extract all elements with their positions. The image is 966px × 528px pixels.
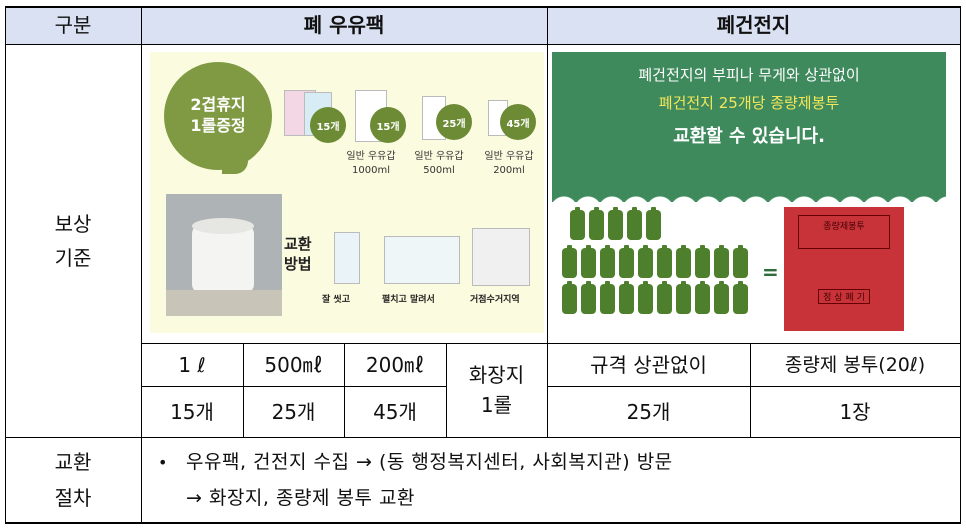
count-badge-1: 15개 [310, 107, 346, 143]
procedure-bullet: • [158, 453, 168, 472]
step-wash: 잘 씻고 [322, 295, 350, 305]
count-badge-4: 45개 [500, 104, 536, 140]
bag-stamp: 정 상 폐 기 [818, 289, 870, 304]
battery-icon [646, 207, 661, 240]
count-badge-3: 25개 [436, 104, 472, 140]
battery-icon [676, 281, 691, 314]
milk-reward: 화장지 1롤 [468, 363, 525, 417]
border-right [960, 6, 961, 524]
banner-line-2: 폐건전지 25개당 종량제봉투 [658, 94, 840, 112]
battery-icon [600, 245, 615, 278]
milk-size-1l: 1 ℓ [178, 352, 206, 377]
milk-size-200ml: 200㎖ [365, 352, 425, 377]
battery-icon [562, 245, 577, 278]
border-batt-a [750, 343, 751, 437]
reward-badge [164, 62, 272, 170]
battery-icon [676, 245, 691, 278]
battery-icon [657, 245, 672, 278]
battery-banner [552, 52, 946, 202]
caption-200ml: 일반 우유갑 200ml [484, 151, 534, 176]
table-surface [166, 290, 282, 316]
battery-icon [695, 245, 710, 278]
battery-icon [608, 207, 623, 240]
garbage-bag-image: 종량제봉투 정 상 폐 기 [784, 207, 904, 331]
border-milk-a [243, 343, 244, 437]
wash-carton-icon [334, 232, 360, 284]
badge-text: 2겹휴지 1롤증정 [190, 95, 246, 135]
collection-box-icon [472, 228, 530, 286]
border-procedure [5, 437, 961, 438]
step-collection: 거점수거지역 [470, 295, 520, 305]
battery-spec-value: 25개 [626, 399, 671, 424]
battery-icon [638, 245, 653, 278]
battery-reward-header: 종량제 봉투(20ℓ) [784, 353, 926, 376]
milk-qty-200ml: 45개 [373, 399, 417, 424]
milk-qty-500ml: 25개 [271, 399, 316, 424]
banner-line-1: 폐건전지의 부피나 무게와 상관없이 [638, 66, 860, 84]
milk-size-500ml: 500㎖ [264, 352, 323, 377]
battery-icon [581, 281, 596, 314]
badge-tail [222, 148, 248, 174]
battery-icon [600, 281, 615, 314]
battery-icon [562, 281, 577, 314]
battery-spec-header: 규격 상관없이 [590, 352, 707, 377]
banner-line-3: 교환할 수 있습니다. [673, 126, 825, 147]
caption-1000ml: 일반 우유갑 1000ml [346, 151, 396, 176]
bag-label: 종량제봉투 [798, 215, 890, 249]
battery-icon [589, 207, 604, 240]
step-dry: 펼치고 말려서 [382, 295, 435, 305]
border-sub-2b [547, 386, 961, 387]
count-badge-2: 15개 [370, 107, 406, 143]
procedure-line-2: → 화장지, 종량제 봉투 교환 [186, 487, 415, 509]
battery-icon [733, 281, 748, 314]
border-milk-b [344, 343, 345, 437]
row-label-reward: 보상 기준 [54, 212, 92, 270]
battery-icon [638, 281, 653, 314]
battery-icon [714, 245, 729, 278]
row-label-procedure: 교환 절차 [54, 450, 92, 510]
milk-pack-infographic: 2겹휴지 1롤증정 15개 15개 25개 45개 일반 우유갑 1000ml … [150, 52, 544, 333]
border-left [5, 6, 6, 524]
battery-icon [627, 207, 642, 240]
procedure-line-1: 우유팩, 건전지 수집 → (동 행정복지센터, 사회복지관) 방문 [186, 451, 673, 473]
border-col-mid [547, 6, 548, 437]
unfold-carton-icon [384, 236, 460, 284]
caption-500ml: 일반 우유갑 500ml [414, 151, 464, 176]
header-milk-pack: 폐 우유팩 [303, 13, 385, 37]
battery-icon [733, 245, 748, 278]
battery-reward-value: 1장 [839, 399, 871, 424]
toilet-roll-icon [192, 224, 254, 294]
header-category: 구분 [54, 13, 92, 37]
toilet-roll-top [192, 218, 254, 234]
border-top [5, 6, 961, 8]
border-milk-c [446, 343, 447, 437]
border-col-1 [141, 6, 142, 524]
header-waste-battery: 폐건전지 [716, 13, 791, 37]
banner-wave [552, 180, 946, 210]
header-row [5, 6, 960, 44]
battery-icon [570, 207, 585, 240]
equals-sign: = [762, 260, 779, 284]
battery-icon [581, 245, 596, 278]
milk-qty-1l: 15개 [170, 399, 214, 424]
method-label: 교환 방법 [284, 235, 312, 273]
border-bottom [5, 522, 961, 524]
battery-icon [657, 281, 672, 314]
battery-icon [695, 281, 710, 314]
toilet-roll-photo [166, 194, 282, 316]
battery-icon [619, 281, 634, 314]
border-header [5, 44, 961, 45]
battery-icon [619, 245, 634, 278]
battery-infographic: 폐건전지의 부피나 무게와 상관없이 폐건전지 25개당 종량제봉투 교환할 수… [552, 52, 946, 333]
border-sub-2a [141, 386, 446, 387]
battery-icon [714, 281, 729, 314]
border-sub-1 [141, 343, 961, 344]
